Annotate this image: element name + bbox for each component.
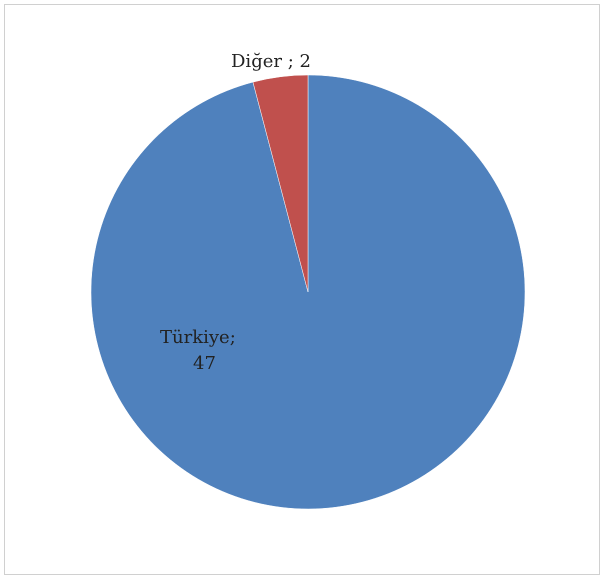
data-label-diger: Diğer ; 2 bbox=[231, 51, 311, 72]
data-label-turkiye-name: Türkiye; bbox=[160, 327, 236, 348]
pie-slice-di-er bbox=[252, 74, 309, 293]
pie-slices bbox=[90, 74, 526, 510]
pie-chart: Türkiye; 47 Diğer ; 2 bbox=[90, 51, 526, 510]
data-label-turkiye-value: 47 bbox=[193, 353, 216, 374]
chart-frame: Türkiye; 47 Diğer ; 2 bbox=[4, 4, 600, 575]
